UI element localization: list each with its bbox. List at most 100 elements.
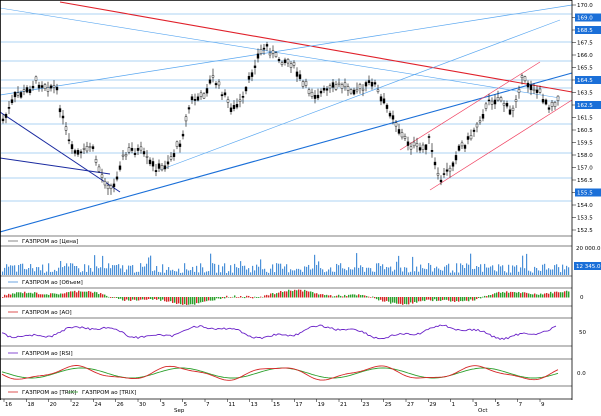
ao-bar — [26, 293, 28, 298]
volume-bar — [34, 271, 36, 275]
ao-bar — [560, 292, 562, 298]
ao-bar — [356, 295, 358, 298]
ao-bar — [108, 296, 110, 298]
ao-bar — [366, 295, 368, 298]
ao-bar — [552, 293, 554, 298]
ao-bar — [270, 293, 272, 298]
ao-bar — [80, 291, 82, 298]
volume-bar — [528, 270, 530, 275]
volume-bar — [228, 271, 230, 275]
volume-bar — [38, 267, 40, 275]
ao-bar — [290, 290, 292, 298]
candle-body — [520, 75, 524, 78]
ao-bar — [106, 295, 108, 298]
ao-bar — [462, 297, 464, 302]
volume-bar — [32, 268, 34, 275]
ao-bar — [300, 289, 302, 298]
ao-bar — [318, 294, 320, 298]
ao-bar — [556, 291, 558, 298]
ao-bar — [104, 294, 106, 298]
volume-bar — [70, 263, 72, 275]
candle-body — [76, 150, 80, 155]
candle-body — [103, 180, 107, 186]
volume-bar — [148, 257, 150, 275]
candle-body — [169, 156, 173, 160]
date-axis-label: 5 — [496, 402, 500, 408]
ao-bar — [238, 297, 240, 298]
volume-bar — [398, 255, 400, 275]
trendline-light-lower — [159, 19, 561, 171]
candle-body — [274, 52, 278, 57]
ao-bar — [432, 297, 434, 302]
volume-bar — [468, 264, 470, 275]
ao-bar — [246, 295, 248, 298]
price-panel[interactable] — [0, 0, 601, 240]
candle-body — [325, 88, 329, 91]
ao-bar — [402, 297, 404, 305]
ao-bar — [312, 292, 314, 298]
candle-body — [160, 165, 164, 171]
ao-bar — [276, 293, 278, 298]
volume-bar — [302, 271, 304, 275]
volume-bar — [274, 272, 276, 275]
ao-bar — [510, 291, 512, 298]
candle-body — [211, 75, 215, 78]
volume-bar — [20, 263, 22, 275]
volume-bar — [514, 266, 516, 275]
candle-body — [4, 114, 8, 118]
ao-bar — [78, 290, 80, 298]
volume-bar — [428, 263, 430, 275]
date-axis-label: 7 — [519, 402, 523, 408]
ao-bar — [420, 297, 422, 302]
ao-bar — [450, 297, 452, 302]
ao-bar — [240, 295, 242, 298]
volume-bar — [146, 263, 148, 275]
candle-body — [307, 89, 311, 94]
volume-bar — [436, 266, 438, 275]
price-axis-marker — [575, 13, 601, 22]
volume-bar — [24, 268, 26, 275]
candle-body — [505, 103, 509, 107]
price-axis-label: 165.5 — [577, 66, 593, 72]
ao-bar — [482, 296, 484, 298]
ao-bar — [200, 297, 202, 303]
volume-bar — [384, 269, 386, 275]
ao-histogram — [2, 289, 570, 305]
ao-bar — [46, 294, 48, 298]
ao-bar — [212, 297, 214, 301]
ao-bar — [504, 292, 506, 298]
volume-bar — [516, 265, 518, 275]
volume-bar — [520, 267, 522, 275]
volume-bar — [276, 263, 278, 275]
rsi-legend: ГАЗПРОМ ao [RSI] — [8, 351, 73, 357]
trendlines[interactable] — [0, 1, 573, 233]
volume-bar — [258, 266, 260, 275]
ao-bar — [362, 294, 364, 298]
volume-bar — [44, 272, 46, 275]
volume-bar — [156, 266, 158, 275]
price-axis-marker — [575, 101, 601, 109]
rsi-axis-mid: 50 — [579, 330, 586, 336]
ao-legend-label: ГАЗПРОМ ao [AO] — [22, 310, 72, 316]
ao-bar — [70, 291, 72, 298]
trendline-navy-steep — [0, 111, 121, 193]
candle-body — [472, 129, 476, 132]
candle-body — [424, 144, 428, 150]
volume-bar — [88, 265, 90, 275]
volume-bar — [272, 264, 274, 275]
volume-bar — [472, 269, 474, 275]
ao-bar — [178, 297, 180, 304]
candle-body — [481, 114, 485, 119]
volume-bar — [542, 264, 544, 275]
ao-bar — [128, 297, 130, 301]
ao-bar — [458, 297, 460, 302]
ao-bar — [60, 293, 62, 298]
ao-bar — [284, 291, 286, 298]
candle-body — [430, 150, 434, 152]
volume-bar — [90, 268, 92, 275]
candle-body — [94, 159, 98, 163]
volume-bar — [512, 265, 514, 275]
volume-bar — [230, 265, 232, 275]
